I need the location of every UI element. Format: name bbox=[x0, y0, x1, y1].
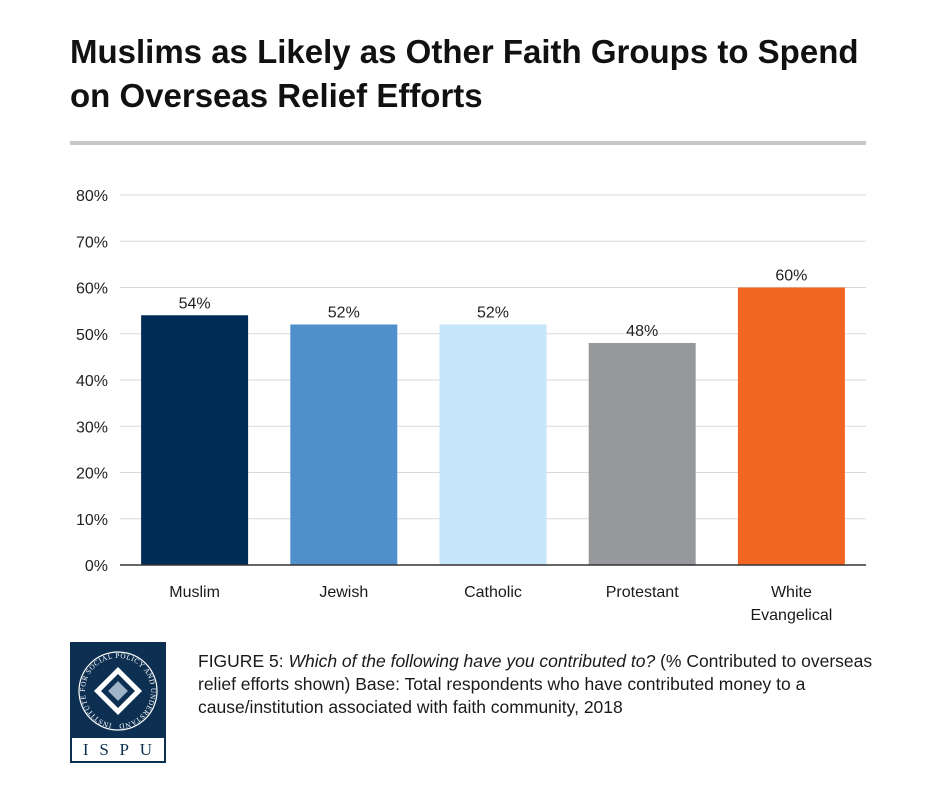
bar-jewish bbox=[290, 324, 398, 565]
y-tick-label: 30% bbox=[76, 419, 108, 436]
y-tick-label: 20% bbox=[76, 466, 108, 483]
chart-title: Muslims as Likely as Other Faith Groups … bbox=[70, 33, 859, 114]
x-tick-label: Jewish bbox=[319, 584, 368, 601]
x-tick-label: White Evangelical bbox=[750, 584, 832, 624]
figure-caption: FIGURE 5: Which of the following have yo… bbox=[198, 650, 878, 719]
y-tick-label: 70% bbox=[76, 234, 108, 251]
x-tick-label: Protestant bbox=[606, 584, 679, 601]
y-tick-label: 40% bbox=[76, 373, 108, 390]
logo-letter: S bbox=[99, 739, 110, 759]
data-label: 52% bbox=[328, 305, 360, 322]
logo-letter: P bbox=[119, 739, 131, 759]
bar-muslim bbox=[141, 315, 249, 565]
data-label: 48% bbox=[626, 323, 658, 340]
y-tick-label: 0% bbox=[85, 558, 108, 575]
title-divider bbox=[70, 141, 866, 145]
ispu-logo: INSTITUTE FOR SOCIAL POLICY AND UNDERSTA… bbox=[67, 636, 166, 763]
logo-wordmark: I S P U bbox=[70, 736, 166, 763]
y-tick-label: 10% bbox=[76, 512, 108, 529]
caption-details: (% Contributed to overseas relief effort… bbox=[198, 651, 873, 717]
bar-catholic bbox=[439, 324, 547, 565]
logo-letter: I bbox=[82, 739, 90, 759]
logo-emblem-icon: INSTITUTE FOR SOCIAL POLICY AND UNDERSTA… bbox=[67, 636, 158, 731]
bar-protestant bbox=[588, 343, 696, 565]
data-label: 52% bbox=[477, 305, 509, 322]
survey-question: Which of the following have you contribu… bbox=[288, 651, 656, 671]
caption-separator: : bbox=[278, 651, 289, 671]
data-label: 60% bbox=[775, 268, 807, 285]
y-tick-label: 80% bbox=[76, 188, 108, 205]
x-tick-label: Catholic bbox=[464, 584, 522, 601]
bar-chart: 0% 10% 20% 30% 40% 50% 60% 70% 80% 54% Muslim 52% Je… bbox=[76, 188, 866, 624]
bar-white-evangelical bbox=[737, 287, 845, 565]
figure-label: FIGURE 5 bbox=[198, 651, 279, 671]
x-tick-label: Muslim bbox=[169, 584, 220, 601]
y-tick-label: 60% bbox=[76, 281, 108, 298]
data-label: 54% bbox=[179, 295, 211, 312]
logo-letter: U bbox=[139, 739, 154, 759]
y-tick-label: 50% bbox=[76, 327, 108, 344]
